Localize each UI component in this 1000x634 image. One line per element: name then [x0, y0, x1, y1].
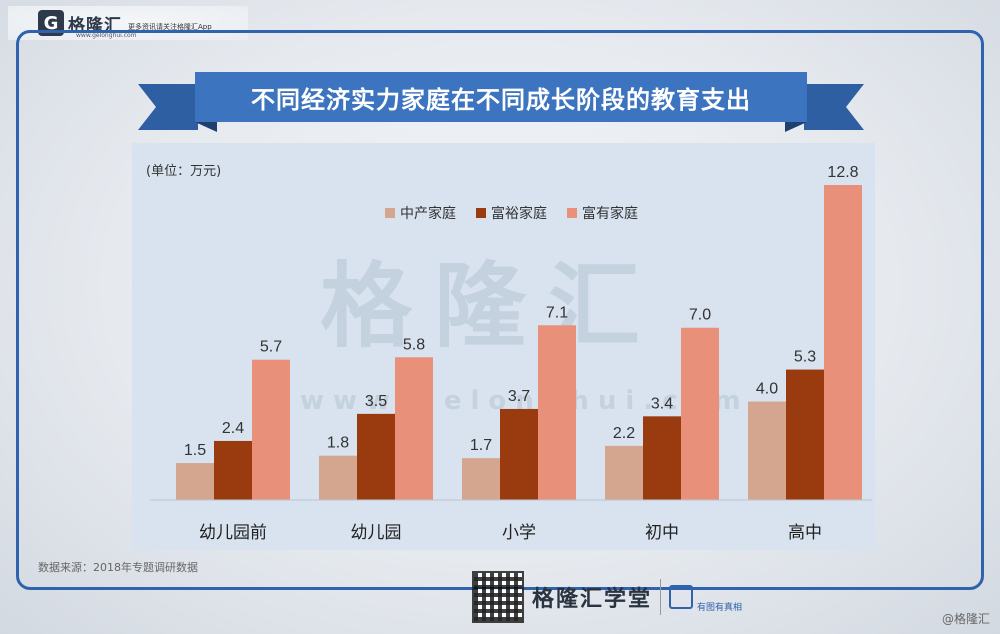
- banner-fold-left: [195, 122, 217, 132]
- legend-label-affluent: 富裕家庭: [491, 206, 547, 222]
- data-label-1-2: 5.8: [403, 336, 425, 353]
- data-label-2-2: 7.1: [546, 304, 568, 321]
- x-tick-label-1: 幼儿园: [351, 523, 402, 543]
- bar-2-2: [538, 325, 576, 500]
- data-label-1-1: 3.5: [365, 393, 387, 410]
- x-tick-label-3: 初中: [645, 523, 679, 543]
- watermark: 格隆汇: [320, 253, 663, 360]
- footer-divider: [660, 579, 662, 615]
- data-label-2-1: 3.7: [508, 388, 530, 405]
- bar-1-1: [357, 413, 395, 500]
- data-label-2-0: 1.7: [470, 437, 492, 454]
- data-label-4-1: 5.3: [794, 349, 816, 366]
- bar-2-0: [462, 458, 500, 500]
- x-tick-label-4: 高中: [788, 523, 822, 543]
- legend-item-wealthy: 富有家庭: [567, 203, 638, 223]
- data-label-0-1: 2.4: [222, 420, 244, 437]
- data-label-4-0: 4.0: [756, 381, 778, 398]
- bar-1-2: [395, 357, 433, 500]
- data-label-3-2: 7.0: [689, 307, 711, 324]
- brand-tagline: 更多资讯请关注格隆汇App: [128, 23, 212, 31]
- bar-0-2: [252, 359, 290, 500]
- brand-url: www.gelonghui.com: [76, 32, 137, 39]
- bar-1-0: [319, 455, 357, 500]
- footer: 格隆汇学堂 有图有真相: [472, 571, 742, 623]
- data-label-1-0: 1.8: [327, 435, 349, 452]
- legend-item-affluent: 富裕家庭: [476, 203, 547, 223]
- qr-code-icon[interactable]: [472, 571, 524, 623]
- bar-0-0: [176, 463, 214, 500]
- legend-swatch-wealthy: [567, 208, 577, 218]
- x-tick-label-2: 小学: [502, 523, 536, 543]
- bar-4-2: [824, 185, 862, 500]
- banner-fold-right: [785, 122, 807, 132]
- data-label-3-1: 3.4: [651, 395, 673, 412]
- chart-magnifier-icon: [669, 585, 694, 609]
- x-tick-label-0: 幼儿园前: [199, 523, 267, 543]
- brand-header: G 格隆汇 更多资讯请关注格隆汇App www.gelonghui.com: [8, 6, 248, 40]
- bar-3-1: [643, 416, 681, 500]
- data-label-4-2: 12.8: [827, 164, 858, 181]
- legend-swatch-middle: [385, 208, 395, 218]
- data-label-0-2: 5.7: [260, 339, 282, 356]
- data-label-0-0: 1.5: [184, 442, 206, 459]
- unit-label: (单位：万元): [146, 164, 222, 179]
- footer-brand: 格隆汇学堂: [532, 587, 653, 612]
- legend-swatch-affluent: [476, 208, 486, 218]
- data-label-3-0: 2.2: [613, 425, 635, 442]
- bar-4-1: [786, 369, 824, 500]
- bar-4-0: [748, 401, 786, 500]
- bar-3-0: [605, 445, 643, 500]
- legend-label-middle: 中产家庭: [400, 206, 456, 222]
- legend-item-middle: 中产家庭: [385, 203, 456, 223]
- chart-title: 不同经济实力家庭在不同成长阶段的教育支出: [195, 72, 807, 122]
- data-source: 数据来源：2018年专题调研数据: [38, 561, 198, 574]
- footer-tag: 有图有真相: [697, 602, 743, 613]
- credit: @格隆汇: [941, 612, 990, 626]
- legend: 中产家庭 富裕家庭 富有家庭: [385, 203, 638, 223]
- bar-3-2: [681, 327, 719, 500]
- bar-0-1: [214, 440, 252, 500]
- legend-label-wealthy: 富有家庭: [582, 206, 638, 222]
- bar-2-1: [500, 408, 538, 500]
